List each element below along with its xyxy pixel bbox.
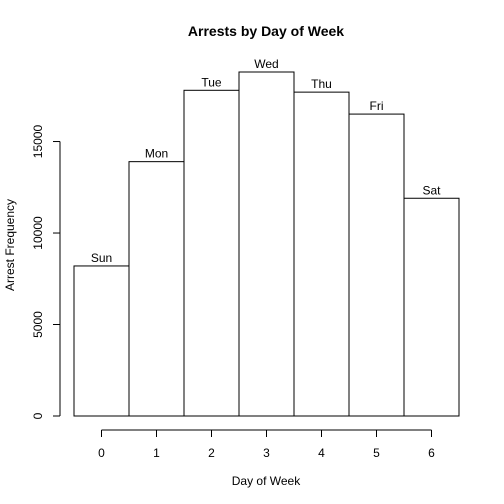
- x-axis-label: Day of Week: [232, 474, 301, 488]
- x-tick-label: 3: [263, 446, 270, 460]
- bar-thu: [293, 91, 350, 417]
- bar-label-sun: Sun: [91, 251, 112, 265]
- bar-label-sat: Sat: [422, 183, 441, 197]
- x-tick-label: 0: [98, 446, 105, 460]
- bar-tue: [183, 89, 240, 417]
- bar-label-tue: Tue: [201, 75, 222, 89]
- y-tick-label: 5000: [31, 311, 45, 338]
- y-axis: 0 5000 10000 15000: [31, 125, 61, 419]
- bar-labels-group: Sun Mon Tue Wed Thu Fri Sat: [91, 57, 441, 265]
- bar-sun: [73, 265, 130, 417]
- y-tick-label: 15000: [31, 125, 45, 159]
- x-axis: 0 1 2 3 4 5 6: [98, 429, 435, 460]
- x-tick-label: 6: [428, 446, 435, 460]
- bar-label-fri: Fri: [370, 99, 384, 113]
- y-tick-label: 0: [31, 412, 45, 419]
- bar-wed: [238, 71, 295, 417]
- bar-fri: [348, 113, 405, 417]
- bar-label-thu: Thu: [311, 77, 332, 91]
- x-tick-label: 1: [153, 446, 160, 460]
- bar-sat: [403, 197, 460, 417]
- y-tick-label: 10000: [31, 216, 45, 250]
- x-tick-label: 2: [208, 446, 215, 460]
- bar-mon: [128, 161, 185, 417]
- y-axis-label: Arrest Frequency: [3, 199, 17, 291]
- bar-label-mon: Mon: [145, 147, 168, 161]
- chart-title: Arrests by Day of Week: [188, 23, 344, 39]
- bars-group: [73, 71, 460, 417]
- x-tick-label: 5: [373, 446, 380, 460]
- bar-label-wed: Wed: [254, 57, 278, 71]
- x-tick-label: 4: [318, 446, 325, 460]
